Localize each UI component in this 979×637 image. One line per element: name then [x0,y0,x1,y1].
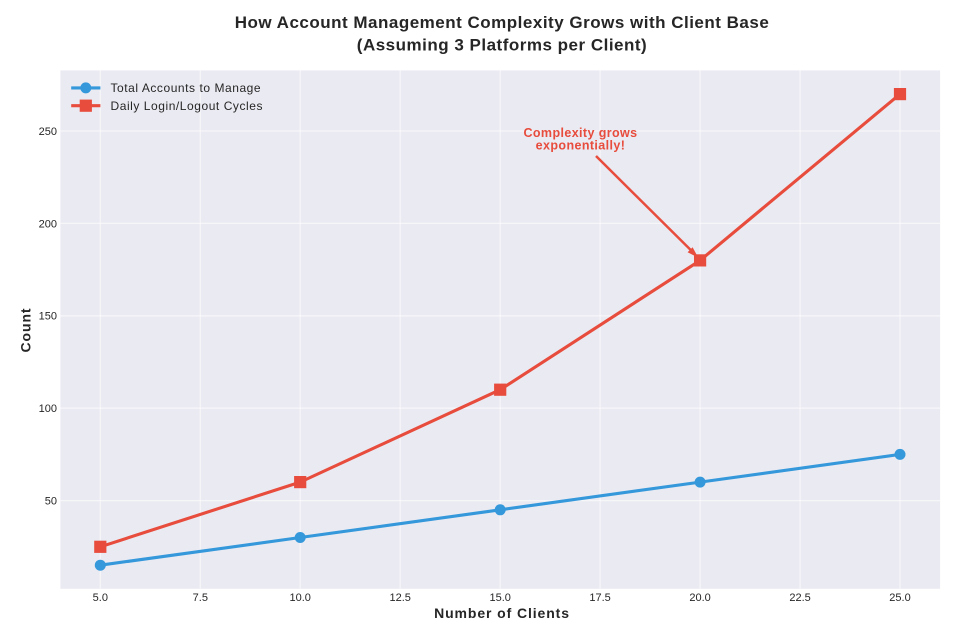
svg-text:12.5: 12.5 [389,592,410,604]
svg-text:How Account Management Complex: How Account Management Complexity Grows … [235,13,770,32]
svg-text:100: 100 [39,403,57,415]
svg-text:25.0: 25.0 [889,592,910,604]
svg-text:20.0: 20.0 [689,592,710,604]
svg-text:7.5: 7.5 [193,592,208,604]
svg-text:50: 50 [45,496,57,508]
svg-text:15.0: 15.0 [489,592,510,604]
svg-text:10.0: 10.0 [289,592,310,604]
svg-text:200: 200 [39,218,57,230]
svg-text:5.0: 5.0 [93,592,108,604]
svg-text:exponentially!: exponentially! [536,138,626,152]
svg-text:22.5: 22.5 [789,592,810,604]
svg-text:Number of Clients: Number of Clients [434,605,570,621]
svg-text:250: 250 [39,126,57,138]
svg-text:Daily Login/Logout Cycles: Daily Login/Logout Cycles [111,99,264,113]
svg-text:17.5: 17.5 [589,592,610,604]
svg-text:Count: Count [18,308,34,353]
svg-text:Complexity grows: Complexity grows [523,126,637,140]
svg-text:(Assuming 3 Platforms per Clie: (Assuming 3 Platforms per Client) [357,36,647,55]
svg-text:150: 150 [39,311,57,323]
svg-text:Total Accounts to Manage: Total Accounts to Manage [111,81,262,95]
